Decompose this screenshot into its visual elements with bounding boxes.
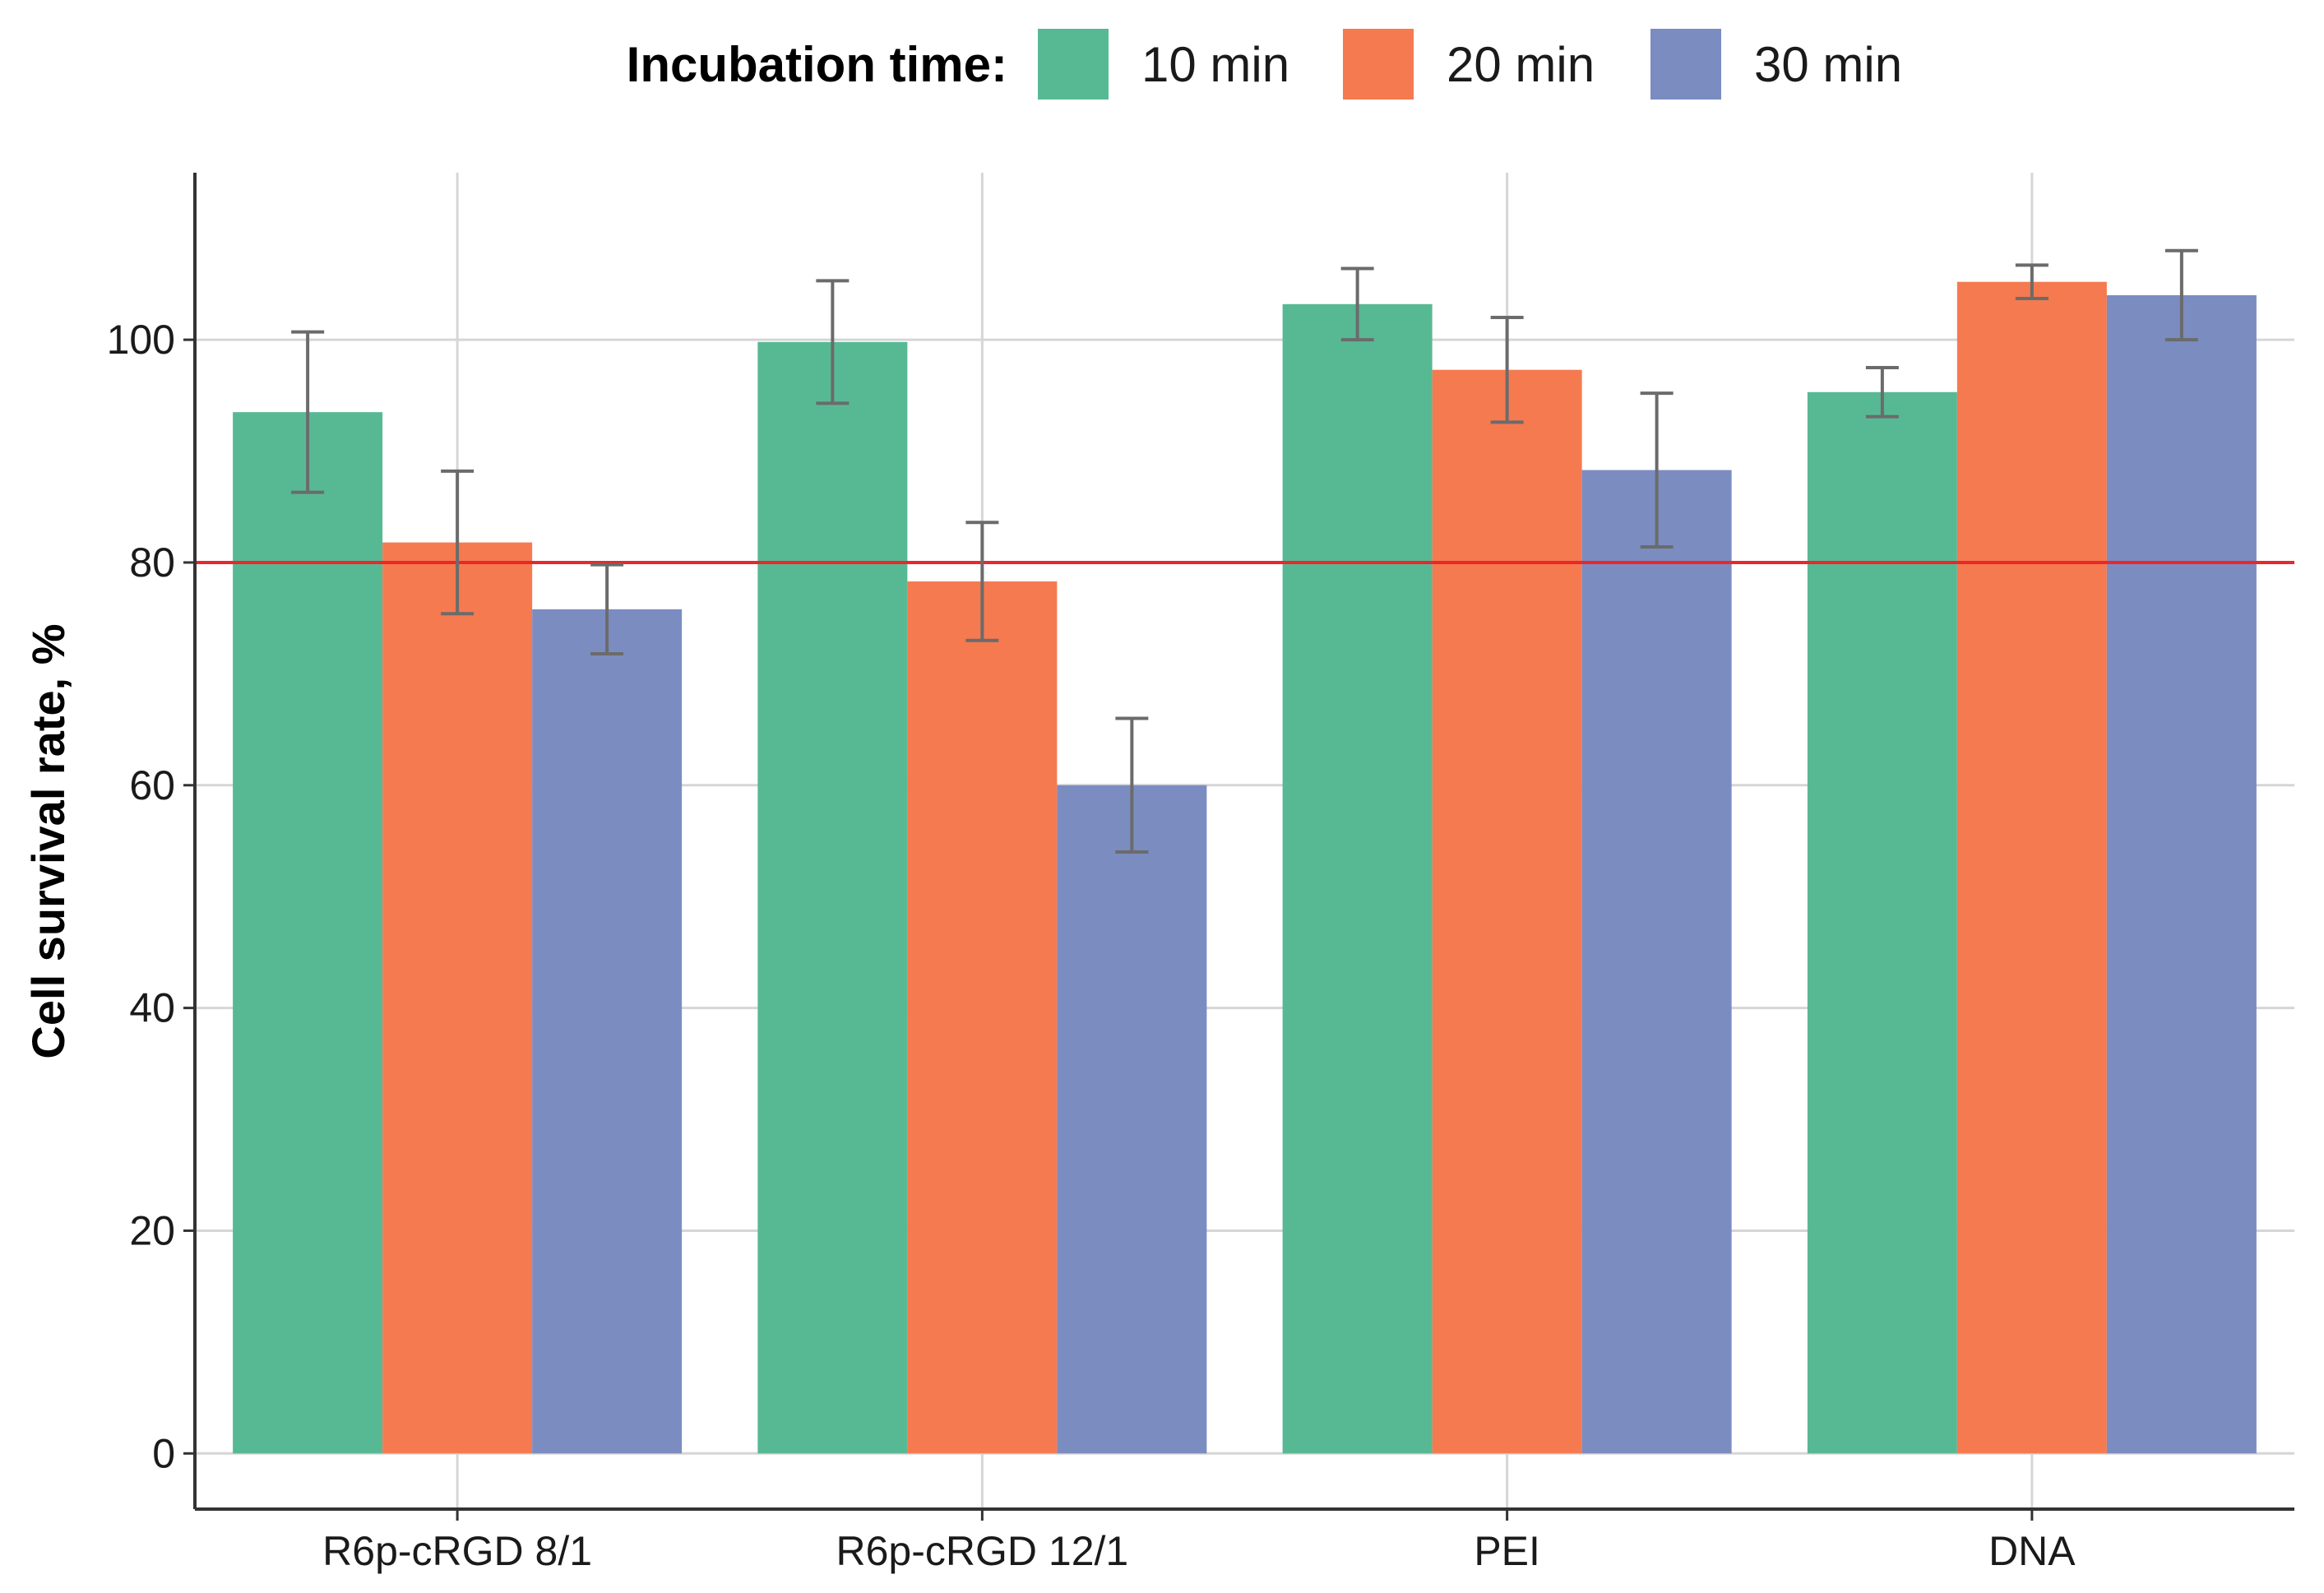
- y-tick-label: 20: [129, 1207, 175, 1253]
- legend-label: 30 min: [1754, 37, 1902, 92]
- legend: Incubation time: 10 min 20 min 30 min: [627, 29, 1902, 100]
- legend-swatch: [1650, 29, 1721, 100]
- bar: [1282, 303, 1433, 1454]
- error-bars: [291, 248, 2198, 854]
- bar: [1057, 785, 1207, 1454]
- bar: [532, 609, 683, 1454]
- x-tick-label: R6p-cRGD 12/1: [836, 1528, 1129, 1574]
- tick-labels: 0 20 40 60 80 100 R6p-cRGD 8/1 R6p-cRGD 12/1 PEI…: [107, 317, 2076, 1574]
- legend-title: Incubation time:: [627, 37, 1007, 92]
- bar: [233, 412, 383, 1454]
- y-axis-title: Cell survival rate, %: [22, 623, 74, 1058]
- bar: [907, 581, 1058, 1454]
- y-tick-label: 40: [129, 985, 175, 1031]
- bars: [233, 281, 2257, 1454]
- x-tick-label: R6p-cRGD 8/1: [322, 1528, 592, 1574]
- axes: [183, 173, 2294, 1521]
- x-tick-label: DNA: [1988, 1528, 2076, 1574]
- bar: [2106, 294, 2257, 1454]
- x-tick-label: PEI: [1474, 1528, 1540, 1574]
- y-tick-label: 60: [129, 762, 175, 808]
- bar: [1432, 369, 1582, 1454]
- bar: [1581, 470, 1732, 1454]
- legend-label: 20 min: [1447, 37, 1595, 92]
- bar: [757, 341, 908, 1454]
- legend-label: 10 min: [1141, 37, 1289, 92]
- bar: [382, 542, 533, 1454]
- bar: [1956, 281, 2107, 1454]
- bar: [1807, 391, 1957, 1454]
- y-tick-label: 0: [152, 1430, 175, 1476]
- legend-swatch: [1343, 29, 1414, 100]
- y-tick-label: 80: [129, 539, 175, 586]
- legend-swatch: [1038, 29, 1109, 100]
- y-tick-label: 100: [107, 317, 175, 363]
